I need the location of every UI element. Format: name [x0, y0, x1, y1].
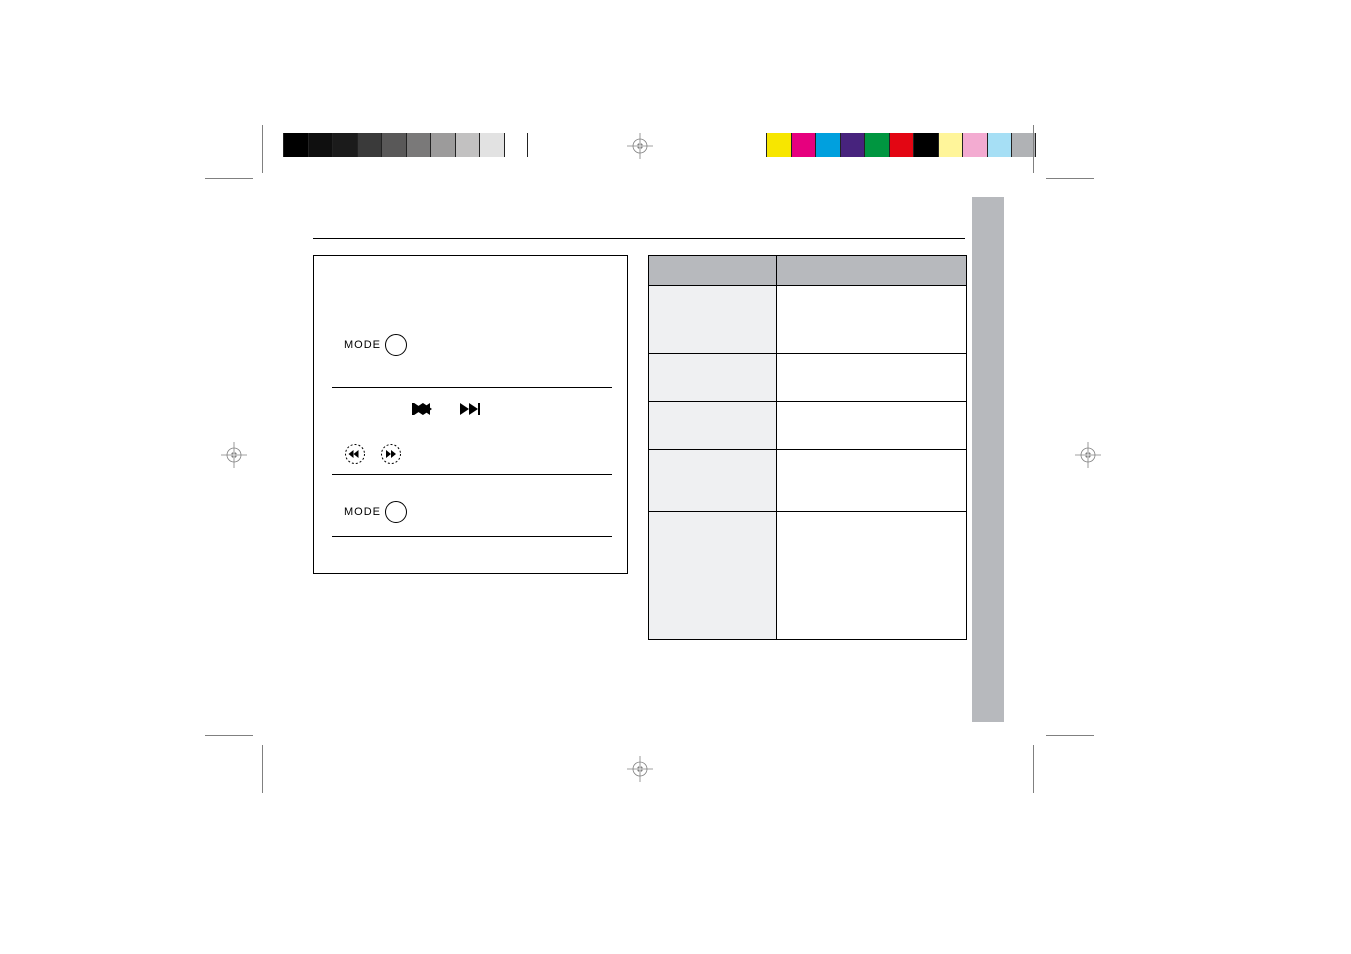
mode-button-icon [385, 501, 407, 523]
track-skip-row [412, 402, 482, 421]
divider [332, 387, 612, 388]
swatch [455, 133, 480, 157]
table-value-cell [777, 512, 967, 640]
swatch [479, 133, 504, 157]
seek-forward-icon [380, 443, 402, 470]
crop-mark [1046, 178, 1094, 179]
crop-mark [1033, 745, 1034, 793]
swatch [840, 133, 865, 157]
crop-mark [262, 745, 263, 793]
swatch [1011, 133, 1036, 157]
mode-label: MODE [344, 339, 381, 351]
color-swatch-row [766, 133, 1036, 157]
swatch [962, 133, 987, 157]
swatch [791, 133, 816, 157]
swatch [283, 133, 308, 157]
divider [332, 536, 612, 537]
table-value-cell [777, 354, 967, 402]
crop-mark [1033, 125, 1034, 173]
divider [332, 474, 612, 475]
registration-mark-icon [221, 442, 247, 468]
swatch [406, 133, 431, 157]
mode-label: MODE [344, 506, 381, 518]
table-value-cell [777, 450, 967, 512]
crop-mark [262, 125, 263, 173]
spec-table [648, 255, 967, 640]
registration-mark-icon [1075, 442, 1101, 468]
swatch [889, 133, 914, 157]
table-key-cell [649, 512, 777, 640]
swatch [987, 133, 1012, 157]
table-value-cell [777, 402, 967, 450]
seek-row [344, 443, 402, 470]
mode-row-1: MODE [344, 334, 407, 356]
registration-mark-icon [627, 756, 653, 782]
swatch [864, 133, 889, 157]
table-header-cell [777, 256, 967, 286]
table-key-cell [649, 450, 777, 512]
next-track-icon [460, 402, 482, 421]
crop-mark [1046, 735, 1094, 736]
swatch [766, 133, 791, 157]
swatch [815, 133, 840, 157]
table-key-cell [649, 286, 777, 354]
instructions-box: MODE MODE [313, 255, 628, 574]
seek-back-icon [344, 443, 366, 470]
swatch [332, 133, 357, 157]
table-key-cell [649, 354, 777, 402]
crop-mark [205, 178, 253, 179]
side-tab [972, 197, 1004, 722]
gray-swatch-row [283, 133, 528, 157]
mode-button-icon [385, 334, 407, 356]
table-header-cell [649, 256, 777, 286]
swatch [308, 133, 333, 157]
swatch [938, 133, 963, 157]
swatch [430, 133, 455, 157]
table-key-cell [649, 402, 777, 450]
swatch [504, 133, 529, 157]
crop-mark [205, 735, 253, 736]
page-header-rule [313, 238, 965, 239]
swatch [381, 133, 406, 157]
mode-row-2: MODE [344, 501, 407, 523]
registration-mark-icon [627, 133, 653, 159]
swatch [913, 133, 938, 157]
prev-track-icon [412, 402, 434, 421]
swatch [357, 133, 382, 157]
table-value-cell [777, 286, 967, 354]
